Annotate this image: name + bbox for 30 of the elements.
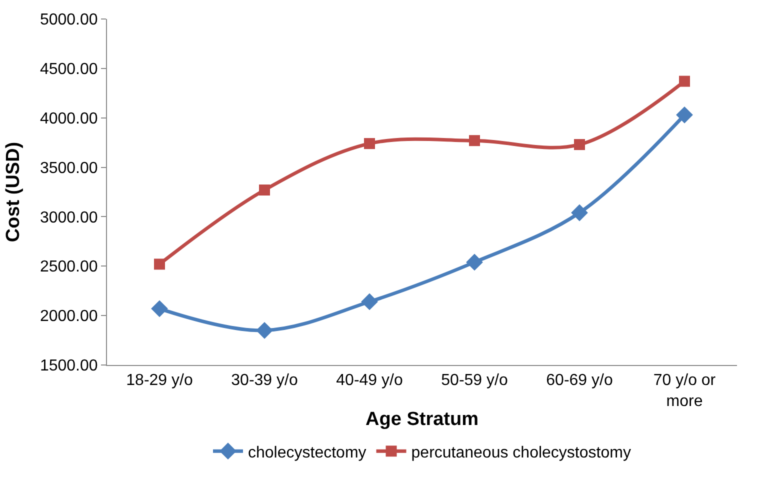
point: [679, 76, 690, 87]
point: [154, 258, 165, 270]
point: [571, 204, 588, 222]
y-tick-label: 3500.00: [40, 160, 98, 177]
x-tick-label: 30-39 y/o: [231, 372, 298, 390]
point: [364, 138, 375, 150]
point: [259, 184, 270, 196]
point: [256, 322, 273, 339]
y-tick-label: 5000.00: [40, 12, 98, 29]
legend-label: cholecystectomy: [248, 444, 366, 462]
x-tick-label: 18-29 y/o: [126, 372, 193, 390]
legend-label: percutaneous cholecystostomy: [411, 444, 631, 462]
y-tick-label: 2500.00: [40, 258, 98, 276]
x-axis-title: Age Stratum: [366, 408, 478, 430]
point: [469, 135, 480, 146]
x-tick-label: 40-49 y/o: [336, 372, 403, 390]
point: [574, 139, 585, 150]
x-tick-label: 60-69 y/o: [546, 372, 613, 390]
point: [466, 254, 483, 271]
y-tick-label: 4500.00: [40, 61, 98, 78]
y-tick-label: 4000.00: [40, 110, 98, 128]
y-tick-label: 3000.00: [40, 209, 98, 226]
y-axis-title: Cost (USD): [2, 142, 24, 242]
x-tick-label: 50-59 y/o: [441, 372, 508, 390]
point: [676, 106, 693, 124]
y-tick-label: 2000.00: [40, 308, 98, 326]
x-tick-label: 70 y/o or more: [653, 372, 716, 410]
point: [361, 293, 378, 310]
y-tick-label: 1500.00: [40, 358, 98, 375]
point: [151, 300, 168, 318]
